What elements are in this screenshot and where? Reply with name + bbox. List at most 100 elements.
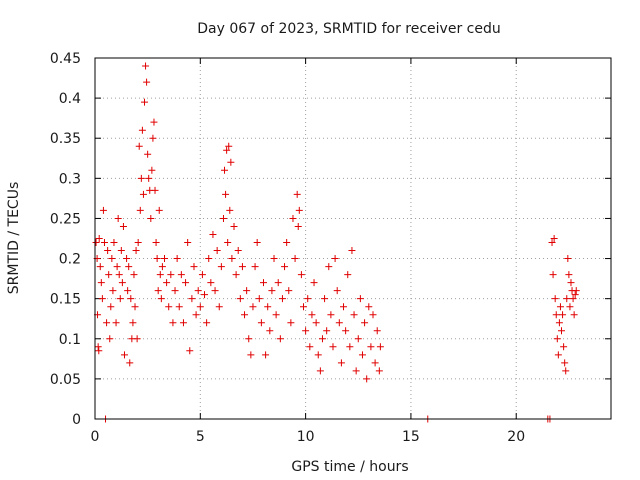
- data-point: [222, 190, 230, 198]
- data-point: [373, 327, 381, 335]
- data-point: [215, 303, 223, 311]
- data-point: [308, 311, 316, 319]
- data-point: [567, 279, 575, 287]
- data-point: [270, 255, 278, 263]
- data-point: [125, 263, 133, 271]
- data-point: [232, 271, 240, 279]
- data-point: [167, 271, 175, 279]
- data-point: [314, 351, 322, 359]
- data-point: [571, 291, 579, 299]
- data-point: [294, 222, 302, 230]
- data-point: [333, 287, 341, 295]
- data-point: [564, 255, 572, 263]
- data-point: [127, 295, 135, 303]
- data-point: [158, 263, 166, 271]
- x-tick-label: 10: [297, 429, 315, 445]
- data-point: [352, 367, 360, 375]
- data-point: [182, 279, 190, 287]
- data-point: [238, 263, 246, 271]
- x-tick-label: 20: [507, 429, 525, 445]
- data-point: [559, 311, 567, 319]
- data-point: [147, 214, 155, 222]
- data-point: [106, 335, 114, 343]
- data-point: [300, 303, 308, 311]
- data-point: [369, 311, 377, 319]
- data-point: [329, 343, 337, 351]
- data-point: [157, 295, 165, 303]
- data-point: [105, 271, 113, 279]
- data-point: [209, 230, 217, 238]
- y-tick-label: 0.1: [59, 332, 81, 348]
- data-point: [247, 351, 255, 359]
- plot-frame: [94, 57, 612, 420]
- data-point: [243, 287, 251, 295]
- data-point: [342, 327, 350, 335]
- data-point: [321, 295, 329, 303]
- data-point: [163, 279, 171, 287]
- data-point: [331, 255, 339, 263]
- data-point: [340, 303, 348, 311]
- data-point: [134, 239, 142, 247]
- data-point: [119, 222, 127, 230]
- data-point: [236, 295, 244, 303]
- data-point: [572, 287, 580, 295]
- data-point: [226, 206, 234, 214]
- x-axis-label: GPS time / hours: [291, 459, 408, 475]
- data-point: [140, 98, 148, 106]
- data-point: [92, 239, 100, 247]
- data-point: [177, 271, 185, 279]
- data-point: [272, 311, 280, 319]
- data-point: [255, 295, 263, 303]
- data-point: [190, 263, 198, 271]
- data-point: [223, 146, 231, 154]
- y-axis-label: SRMTID / TECUs: [6, 182, 22, 295]
- data-point: [287, 319, 295, 327]
- data-point: [186, 347, 194, 355]
- data-point: [173, 255, 181, 263]
- y-tick-label: 0.35: [50, 131, 81, 147]
- data-point: [135, 142, 143, 150]
- data-point: [136, 206, 144, 214]
- data-point: [289, 214, 297, 222]
- data-point: [133, 335, 141, 343]
- data-point: [346, 343, 354, 351]
- data-point: [561, 359, 569, 367]
- data-point: [354, 335, 362, 343]
- data-point: [291, 255, 299, 263]
- data-point: [274, 279, 282, 287]
- data-point: [161, 255, 169, 263]
- data-point: [553, 335, 561, 343]
- data-point: [148, 166, 156, 174]
- data-point: [116, 295, 124, 303]
- data-point: [276, 335, 284, 343]
- data-point: [120, 351, 128, 359]
- data-point: [145, 174, 153, 182]
- data-point: [558, 327, 566, 335]
- data-point: [188, 295, 196, 303]
- data-point: [230, 222, 238, 230]
- data-point: [560, 343, 568, 351]
- data-point: [108, 255, 116, 263]
- data-point: [132, 247, 140, 255]
- data-point: [358, 351, 366, 359]
- data-point: [569, 295, 577, 303]
- data-point: [302, 327, 310, 335]
- data-point: [224, 239, 232, 247]
- data-point: [97, 279, 105, 287]
- chart-title: Day 067 of 2023, SRMTID for receiver ced…: [197, 21, 500, 37]
- data-point: [285, 287, 293, 295]
- data-point: [565, 271, 573, 279]
- data-point: [149, 134, 157, 142]
- data-point: [98, 295, 106, 303]
- data-point: [198, 271, 206, 279]
- data-point: [100, 239, 108, 247]
- x-tick-label: 15: [402, 429, 420, 445]
- data-point: [562, 367, 570, 375]
- data-point: [205, 255, 213, 263]
- data-point: [295, 206, 303, 214]
- data-point: [245, 335, 253, 343]
- data-point: [548, 239, 556, 247]
- y-tick-label: 0.25: [50, 211, 81, 227]
- data-point: [297, 271, 305, 279]
